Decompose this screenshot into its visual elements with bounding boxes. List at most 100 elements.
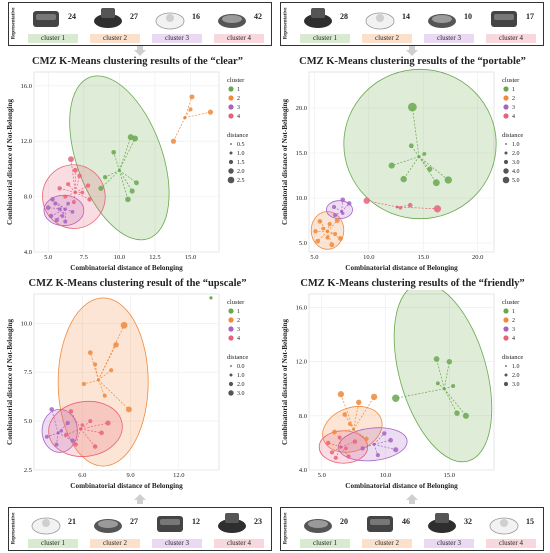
data-point — [68, 409, 74, 414]
cluster-tag: cluster 2 — [90, 539, 140, 548]
cluster-tag: cluster 3 — [424, 34, 474, 43]
y-tick-label: 5.0 — [24, 418, 32, 425]
cluster-link-line — [443, 388, 458, 414]
legend-label: 4 — [512, 114, 515, 120]
representative-item: 27 cluster 2 — [84, 507, 146, 549]
cluster-link-line — [98, 325, 125, 381]
cluster-link-line — [366, 200, 398, 208]
data-point — [363, 197, 370, 204]
data-point — [93, 362, 98, 367]
data-point — [337, 435, 342, 440]
data-point — [134, 180, 139, 186]
data-point — [71, 200, 76, 205]
x-tick-label: 10.0 — [363, 254, 374, 261]
data-point — [432, 179, 440, 187]
data-point — [382, 431, 387, 436]
cluster-link-line — [119, 170, 133, 192]
cluster-link-line — [50, 208, 66, 217]
cluster-link-line — [119, 136, 132, 171]
legend-label: 1 — [512, 87, 515, 93]
data-point — [422, 151, 427, 156]
y-tick-label: 4.0 — [24, 249, 32, 256]
cluster-link-line — [335, 446, 342, 458]
x-tick-label: 10.0 — [114, 254, 125, 261]
data-point — [188, 107, 193, 112]
cluster-count: 14 — [402, 12, 410, 21]
legend-label: 4 — [237, 114, 240, 120]
data-point — [315, 238, 321, 244]
plot-area — [308, 293, 495, 471]
data-point — [207, 109, 214, 115]
legend-title: cluster — [502, 299, 520, 306]
cluster-ellipse — [48, 400, 123, 457]
data-point — [433, 205, 442, 213]
size-legend-marker — [504, 373, 508, 377]
data-point — [57, 207, 62, 211]
legend-label: 2 — [237, 96, 240, 102]
x-axis-label: Combinatorial distance of Belonging — [345, 482, 458, 490]
cluster-tag: cluster 4 — [486, 34, 536, 43]
data-point — [73, 442, 78, 447]
representative-item: 14 cluster 2 — [356, 2, 418, 44]
size-legend-label: 2.5 — [237, 178, 245, 184]
data-point — [92, 444, 98, 449]
cluster-link-line — [113, 152, 120, 171]
data-point — [393, 447, 399, 453]
cluster-center — [352, 427, 356, 431]
down-arrow-icon — [406, 46, 418, 56]
data-point — [451, 384, 456, 389]
representative-label: Representative — [280, 507, 292, 549]
x-tick-label: 15.0 — [418, 254, 429, 261]
cluster-center — [73, 191, 77, 194]
cluster-link-line — [83, 379, 99, 385]
legend-marker — [228, 104, 234, 110]
size-legend-marker — [227, 176, 235, 184]
chart-panel-upscale: CMZ K-Means clustering result of the “up… — [0, 278, 275, 492]
cluster-link-line — [353, 402, 360, 430]
data-point — [60, 214, 65, 218]
size-legend-label: 2.0 — [512, 373, 520, 379]
data-point — [408, 143, 414, 149]
cluster-tag: cluster 3 — [152, 34, 202, 43]
data-point — [59, 429, 64, 433]
cluster-count: 21 — [68, 517, 76, 526]
size-legend-label: 2.0 — [237, 382, 245, 388]
legend-marker — [228, 335, 234, 341]
data-point — [72, 167, 78, 173]
representative-item: 12 cluster 3 — [146, 507, 208, 549]
data-point — [333, 231, 338, 237]
data-point — [329, 450, 335, 455]
size-legend-title: distance — [502, 132, 523, 139]
data-point — [325, 235, 330, 240]
cluster-center — [183, 116, 187, 120]
data-point — [407, 202, 413, 208]
size-legend-marker — [505, 143, 507, 145]
data-point — [444, 176, 452, 184]
legend-marker — [503, 95, 509, 101]
cluster-link-line — [98, 369, 112, 381]
legend-marker — [503, 335, 509, 341]
legend-label: 2 — [512, 96, 515, 102]
data-point — [356, 399, 362, 406]
cluster-link-line — [403, 156, 420, 180]
chart-svg-clear: 5.0 7.5 10.0 12.5 15.04.08.012.016.0Combinat… — [6, 71, 248, 272]
size-legend-label: 1.0 — [237, 373, 245, 379]
cluster-link-line — [48, 207, 66, 210]
cluster-center — [79, 427, 83, 431]
cluster-link-line — [395, 388, 445, 399]
size-legend-label: 0.0 — [237, 364, 245, 370]
data-point — [338, 236, 343, 241]
cluster-count: 10 — [464, 12, 472, 21]
cluster-center — [395, 205, 399, 209]
data-point — [66, 182, 71, 187]
data-point — [80, 190, 85, 195]
y-tick-label: 16.0 — [21, 83, 32, 90]
robot-vacuum-icon — [489, 517, 519, 535]
y-tick-label: 12.0 — [21, 138, 32, 145]
data-point — [388, 162, 395, 169]
data-point — [347, 422, 352, 426]
cluster-link-line — [373, 443, 396, 451]
cluster-center — [63, 207, 67, 211]
chart-title: CMZ K-Means clustering results of the “c… — [32, 56, 243, 67]
cluster-count: 28 — [340, 12, 348, 21]
